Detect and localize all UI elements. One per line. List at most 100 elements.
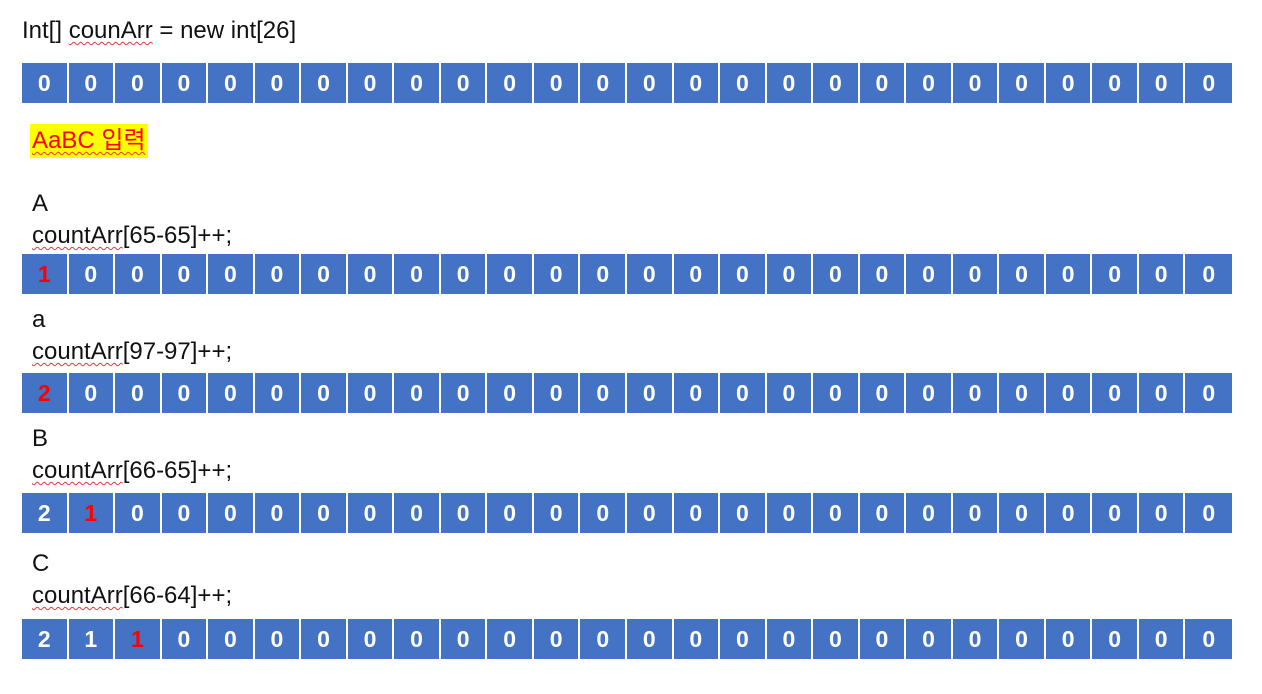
- array-cell: 0: [1138, 619, 1186, 659]
- array-cell: 0: [580, 63, 627, 103]
- array-cell: 0: [440, 493, 488, 533]
- array-cell: 0: [115, 63, 162, 103]
- array-cell: 0: [1045, 254, 1093, 294]
- input-label: AaBC 입력: [30, 124, 148, 158]
- array-cell: 0: [720, 373, 767, 413]
- code-array-name: countArr: [32, 222, 123, 249]
- array-cell: 2: [22, 619, 69, 659]
- code-array-name: countArr: [32, 457, 123, 484]
- array-cell: 0: [859, 619, 907, 659]
- array-cell: 0: [813, 493, 860, 533]
- array-cell: 0: [254, 254, 302, 294]
- array-cell: 0: [1092, 619, 1139, 659]
- array-cell: 0: [673, 619, 721, 659]
- array-cell: 0: [1138, 254, 1186, 294]
- array-cell: 0: [115, 373, 162, 413]
- array-cell: 0: [1185, 493, 1232, 533]
- array-cell: 0: [347, 373, 395, 413]
- array-cell: 0: [766, 63, 814, 103]
- array-cell: 0: [906, 373, 953, 413]
- array-cell: 0: [161, 63, 209, 103]
- array-cell: 0: [1045, 373, 1093, 413]
- array-cell: 0: [673, 373, 721, 413]
- code-expression: [97-97]++;: [122, 338, 233, 365]
- array-cell: 0: [999, 254, 1046, 294]
- array-cell-updated: 1: [68, 493, 116, 533]
- array-cell: 0: [68, 373, 116, 413]
- array-cell: 0: [161, 493, 209, 533]
- array-cell: 0: [580, 254, 627, 294]
- array-cell: 1: [68, 619, 116, 659]
- step-char-b: B: [32, 425, 49, 452]
- array-cell: 0: [859, 254, 907, 294]
- array-cell: 0: [22, 63, 69, 103]
- array-cell: 0: [1185, 619, 1232, 659]
- array-cell: 0: [673, 63, 721, 103]
- array-cell: 0: [952, 619, 1000, 659]
- array-cell: 0: [487, 619, 534, 659]
- array-cell: 0: [720, 493, 767, 533]
- array-cell: 0: [626, 63, 674, 103]
- array-cell: 0: [999, 493, 1046, 533]
- array-cell-updated: 1: [22, 254, 69, 294]
- array-cell: 0: [1185, 254, 1232, 294]
- array-cell: 0: [859, 373, 907, 413]
- array-cell: 0: [906, 63, 953, 103]
- step-code-a-lower: countArr[97-97]++;: [32, 338, 232, 366]
- array-cell: 0: [952, 63, 1000, 103]
- array-cell: 0: [766, 254, 814, 294]
- step-code-a-upper: countArr[65-65]++;: [32, 222, 232, 250]
- array-cell: 2: [22, 493, 69, 533]
- array-cell: 0: [952, 493, 1000, 533]
- array-cell: 0: [952, 373, 1000, 413]
- array-cell: 0: [394, 254, 441, 294]
- array-cell: 0: [673, 254, 721, 294]
- array-cell: 0: [813, 63, 860, 103]
- array-cell: 0: [813, 254, 860, 294]
- array-cell: 0: [440, 619, 488, 659]
- array-cell: 0: [301, 254, 348, 294]
- array-cell: 0: [487, 254, 534, 294]
- array-cell: 0: [301, 493, 348, 533]
- array-cell: 0: [1092, 254, 1139, 294]
- array-cell: 0: [440, 254, 488, 294]
- array-cell-updated: 1: [115, 619, 162, 659]
- array-cell: 0: [626, 493, 674, 533]
- array-cell: 0: [68, 63, 116, 103]
- array-cell: 0: [394, 619, 441, 659]
- array-cell: 0: [487, 63, 534, 103]
- array-cell: 0: [906, 619, 953, 659]
- array-cell: 0: [859, 63, 907, 103]
- declaration-name: counArr: [68, 17, 153, 44]
- array-cell: 0: [1045, 493, 1093, 533]
- array-cell: 0: [533, 63, 581, 103]
- code-expression: [66-65]++;: [122, 457, 233, 484]
- array-cell: 0: [580, 493, 627, 533]
- step-code-b: countArr[66-65]++;: [32, 457, 232, 485]
- step-char-c: C: [32, 550, 50, 577]
- array-cell: 0: [440, 63, 488, 103]
- array-cell: 0: [999, 619, 1046, 659]
- declaration-prefix: Int[]: [22, 17, 69, 44]
- array-cell: 0: [580, 373, 627, 413]
- array-cell: 0: [1092, 63, 1139, 103]
- array-cell: 0: [254, 619, 302, 659]
- array-cell: 0: [1092, 493, 1139, 533]
- array-cell: 0: [533, 254, 581, 294]
- array-cell: 0: [301, 619, 348, 659]
- array-cell: 0: [1138, 63, 1186, 103]
- array-cell: 0: [487, 493, 534, 533]
- array-cell: 0: [626, 254, 674, 294]
- array-cell: 0: [1138, 373, 1186, 413]
- array-cell: 0: [254, 373, 302, 413]
- array-cell: 0: [347, 619, 395, 659]
- array-cell: 0: [720, 63, 767, 103]
- array-cell: 0: [626, 373, 674, 413]
- array-cell: 0: [161, 254, 209, 294]
- array-cell: 0: [254, 493, 302, 533]
- array-cell: 0: [859, 493, 907, 533]
- array-cell: 0: [1185, 373, 1232, 413]
